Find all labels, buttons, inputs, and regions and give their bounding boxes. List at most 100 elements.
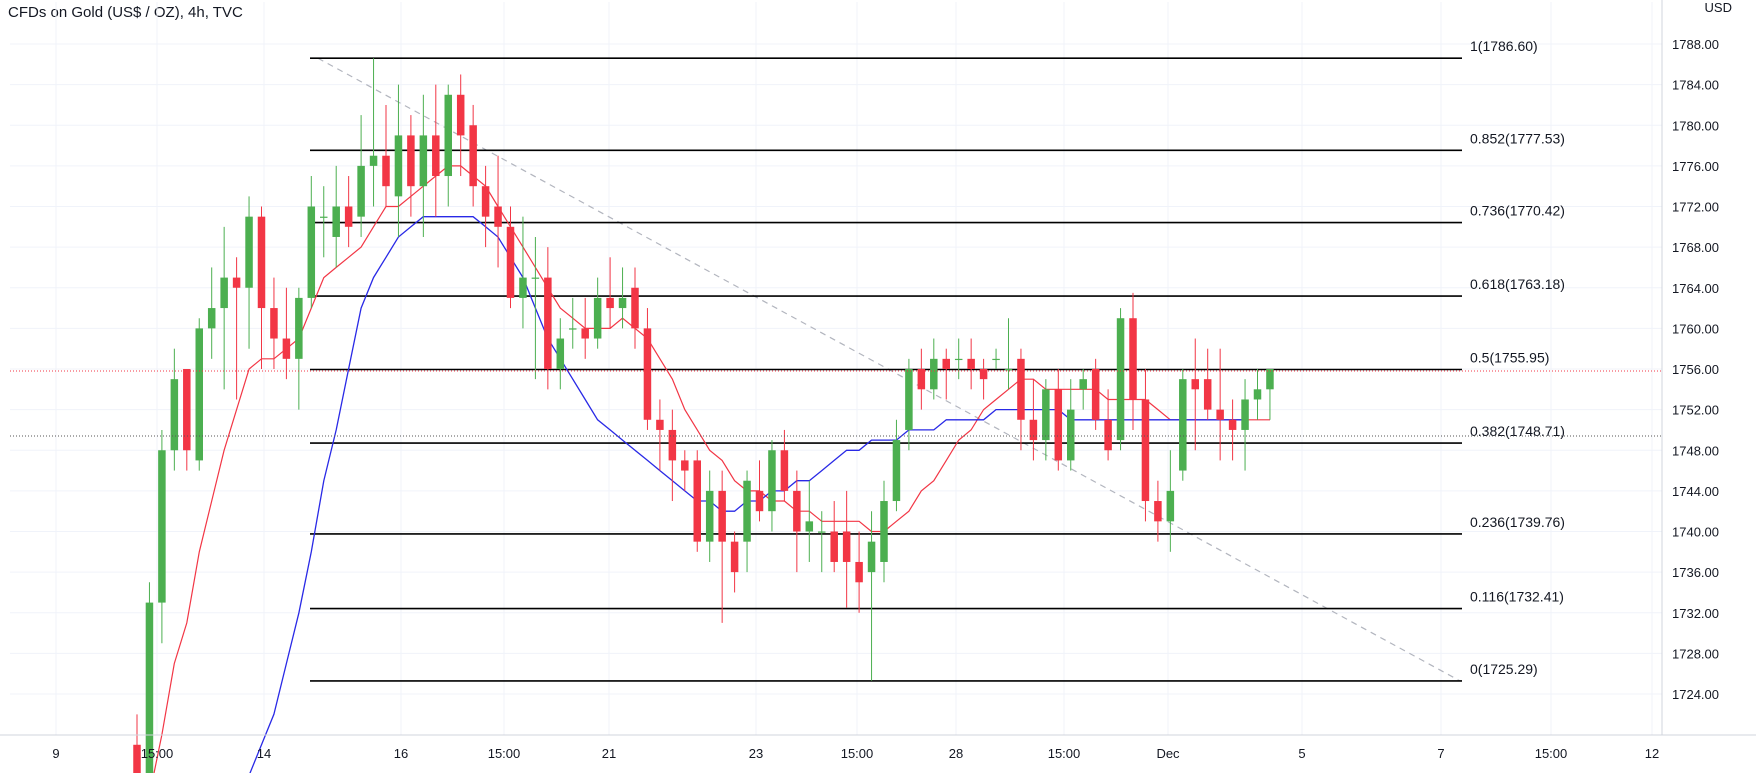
candle-body [855, 561, 863, 583]
candle-body [183, 369, 191, 451]
candle [494, 155, 502, 268]
ma-fast-line [153, 165, 1270, 773]
candle [1042, 379, 1050, 461]
y-tick-label: 1784.00 [1672, 78, 1719, 93]
candle-body [1228, 419, 1237, 430]
candle-body [992, 358, 1000, 361]
candle [1004, 318, 1013, 390]
y-tick-label: 1732.00 [1672, 606, 1719, 621]
candle-body [1129, 318, 1137, 400]
candle [1253, 369, 1262, 420]
candle-body [307, 206, 316, 298]
candle [195, 318, 203, 471]
candle-body [1266, 369, 1274, 390]
candle [1129, 292, 1137, 430]
candle [1228, 399, 1237, 461]
candle [307, 176, 316, 309]
y-tick-label: 1764.00 [1672, 281, 1719, 296]
candle-body [257, 216, 266, 309]
y-tick-label: 1728.00 [1672, 646, 1719, 661]
candle [681, 450, 689, 491]
x-tick-label: 28 [949, 746, 963, 761]
candle [544, 247, 552, 390]
y-tick-label: 1768.00 [1672, 240, 1719, 255]
fib-label: 0.852(1777.53) [1470, 130, 1565, 146]
candle-body [643, 328, 652, 420]
candle [295, 287, 303, 410]
candle [332, 165, 340, 268]
candle-body [1166, 490, 1175, 522]
candle [1017, 348, 1025, 451]
candle [643, 308, 652, 430]
candle [394, 84, 403, 237]
candle-body [1253, 389, 1262, 400]
candle-body [494, 206, 502, 227]
candle [743, 470, 751, 573]
chart-title: CFDs on Gold (US$ / OZ), 4h, TVC [8, 4, 243, 21]
candle-body [245, 216, 253, 288]
candle-body [481, 186, 490, 217]
candle-body [581, 328, 589, 339]
candle-body [668, 429, 677, 461]
candle-body [1004, 369, 1013, 371]
y-tick-label: 1736.00 [1672, 565, 1719, 580]
candle [606, 257, 614, 329]
candle-body [1017, 358, 1025, 420]
candle-body [357, 165, 365, 217]
candle-body [544, 277, 552, 369]
candle-body [320, 216, 328, 218]
candle-body [1104, 419, 1112, 451]
y-tick-label: 1748.00 [1672, 443, 1719, 458]
candle [1054, 369, 1063, 471]
candle-body [818, 531, 826, 533]
candle [170, 348, 179, 471]
candle [1116, 308, 1125, 451]
candle [1091, 358, 1100, 430]
candle-body [1241, 399, 1249, 430]
candle [855, 531, 863, 613]
candle [519, 216, 527, 329]
candle [631, 267, 639, 349]
candle-body [930, 358, 938, 390]
candle [755, 460, 764, 522]
candle-body [407, 135, 415, 187]
candle [768, 440, 776, 532]
candle-body [382, 155, 390, 187]
candle-body [394, 135, 403, 197]
candle-body [917, 369, 926, 390]
candle [320, 186, 328, 258]
candle-body [631, 287, 639, 329]
candle [718, 470, 726, 623]
candle-body [1141, 399, 1150, 502]
reference-price-layer [10, 370, 1662, 437]
candle [245, 196, 253, 349]
candle-body [730, 541, 739, 573]
candle [1079, 369, 1087, 410]
candle [1067, 379, 1075, 471]
moving-average-layer [153, 165, 1270, 773]
candle-body [681, 460, 689, 471]
candle-body [556, 338, 565, 369]
candle [905, 358, 913, 451]
candle-body [1116, 318, 1125, 441]
candle-body [195, 328, 203, 461]
candle [693, 450, 701, 552]
candle-body [1203, 379, 1212, 410]
candle-body [793, 490, 801, 532]
x-tick-label: 15:00 [488, 746, 521, 761]
candle [1241, 379, 1249, 471]
fib-label: 1(1786.60) [1470, 38, 1538, 54]
candle [1266, 369, 1274, 420]
candle [818, 511, 826, 573]
candle [1104, 389, 1112, 461]
fib-label: 0.5(1755.95) [1470, 350, 1549, 366]
grid [10, 2, 1662, 735]
candle-body [606, 297, 614, 309]
candle [842, 490, 851, 608]
candle [344, 176, 353, 248]
candle-body [170, 379, 179, 451]
x-tick-label: Dec [1156, 746, 1180, 761]
candle-body [419, 135, 428, 187]
